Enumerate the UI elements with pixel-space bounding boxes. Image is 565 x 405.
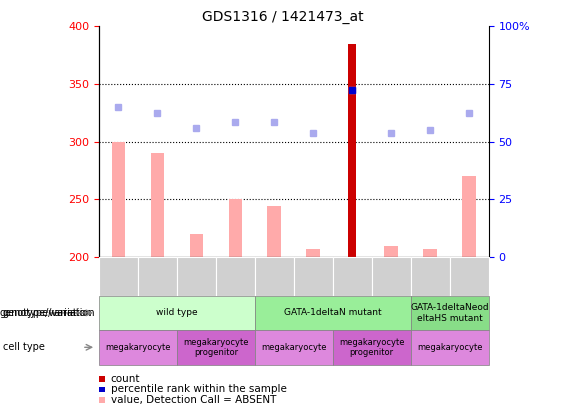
Text: megakaryocyte
progenitor: megakaryocyte progenitor — [183, 338, 249, 357]
Bar — [99, 397, 105, 403]
Bar — [99, 257, 138, 296]
Bar — [177, 257, 216, 296]
Bar — [99, 376, 105, 382]
Text: percentile rank within the sample: percentile rank within the sample — [111, 384, 286, 394]
Bar — [99, 296, 255, 330]
Bar — [372, 257, 411, 296]
Bar — [384, 245, 398, 257]
Bar — [349, 44, 356, 257]
Bar — [99, 330, 177, 364]
Bar — [216, 257, 255, 296]
Bar — [228, 199, 242, 257]
Bar — [255, 257, 294, 296]
Text: wild type: wild type — [156, 308, 198, 318]
Text: cell type: cell type — [3, 342, 45, 352]
Bar — [255, 330, 333, 364]
Bar — [150, 153, 164, 257]
Text: value, Detection Call = ABSENT: value, Detection Call = ABSENT — [111, 395, 276, 405]
Bar — [450, 257, 489, 296]
Bar — [111, 142, 125, 257]
Text: GDS1316 / 1421473_at: GDS1316 / 1421473_at — [202, 10, 363, 24]
Bar — [177, 330, 255, 364]
Bar — [423, 249, 437, 257]
Bar — [267, 207, 281, 257]
Text: megakaryocyte: megakaryocyte — [417, 343, 483, 352]
Bar — [294, 257, 333, 296]
Bar — [411, 330, 489, 364]
Bar — [333, 330, 411, 364]
Bar — [306, 249, 320, 257]
Bar — [255, 296, 411, 330]
Text: megakaryocyte: megakaryocyte — [261, 343, 327, 352]
Bar — [411, 257, 450, 296]
Bar — [99, 386, 105, 392]
Bar — [411, 296, 489, 330]
Text: megakaryocyte
progenitor: megakaryocyte progenitor — [339, 338, 405, 357]
Text: genotype/variation: genotype/variation — [0, 308, 93, 318]
Text: genotype/variation: genotype/variation — [3, 308, 95, 318]
Text: GATA-1deltaNeod
eltaHS mutant: GATA-1deltaNeod eltaHS mutant — [410, 303, 489, 322]
Bar — [333, 257, 372, 296]
Text: count: count — [111, 374, 140, 384]
Bar — [462, 176, 476, 257]
Text: GATA-1deltaN mutant: GATA-1deltaN mutant — [284, 308, 381, 318]
Text: megakaryocyte: megakaryocyte — [105, 343, 171, 352]
Bar — [138, 257, 177, 296]
Bar — [189, 234, 203, 257]
